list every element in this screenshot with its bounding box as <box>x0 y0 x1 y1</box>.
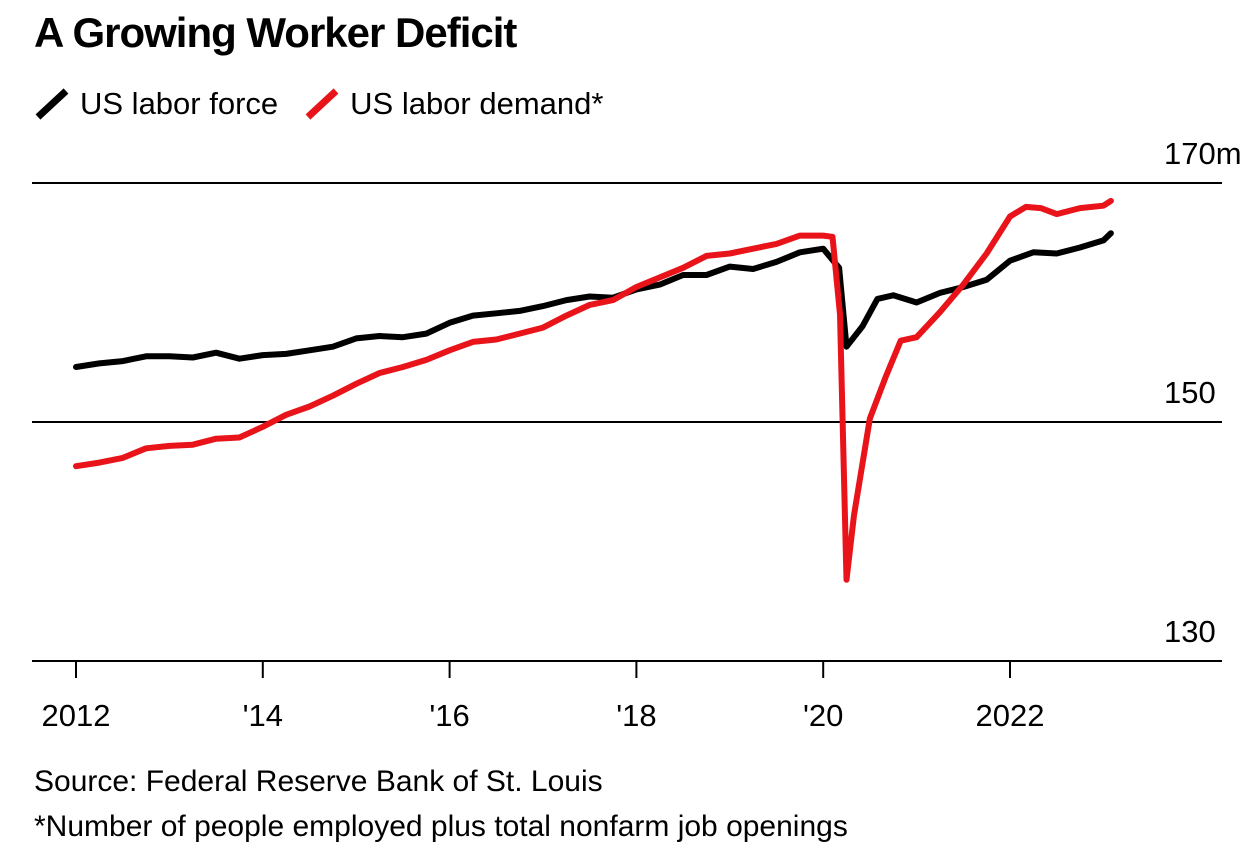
x-tick-label-5: 2022 <box>976 698 1045 733</box>
legend-item-labor-demand: US labor demand* <box>304 86 603 122</box>
y-tick-label-1: 150 <box>1164 375 1216 410</box>
series-line-1 <box>73 197 1114 583</box>
legend-swatch-black-icon <box>34 86 72 122</box>
legend-item-labor-force: US labor force <box>34 86 278 122</box>
x-tick-label-0: 2012 <box>42 698 111 733</box>
source-note: Source: Federal Reserve Bank of St. Loui… <box>34 765 603 798</box>
legend-label-labor-demand: US labor demand* <box>350 86 604 121</box>
y-tick-label-0: 170m <box>1164 136 1242 171</box>
chart-title: A Growing Worker Deficit <box>34 9 517 56</box>
x-tick-label-4: '20 <box>803 698 843 733</box>
series-line-0 <box>73 230 1114 370</box>
x-tick-label-2: '16 <box>429 698 469 733</box>
x-tick-label-1: '14 <box>243 698 283 733</box>
legend: US labor force US labor demand* <box>34 84 629 124</box>
footnote: *Number of people employed plus total no… <box>34 810 848 843</box>
x-tick-label-3: '18 <box>616 698 656 733</box>
y-tick-label-2: 130 <box>1164 614 1216 649</box>
legend-swatch-red-icon <box>304 86 342 122</box>
legend-label-labor-force: US labor force <box>80 86 279 121</box>
